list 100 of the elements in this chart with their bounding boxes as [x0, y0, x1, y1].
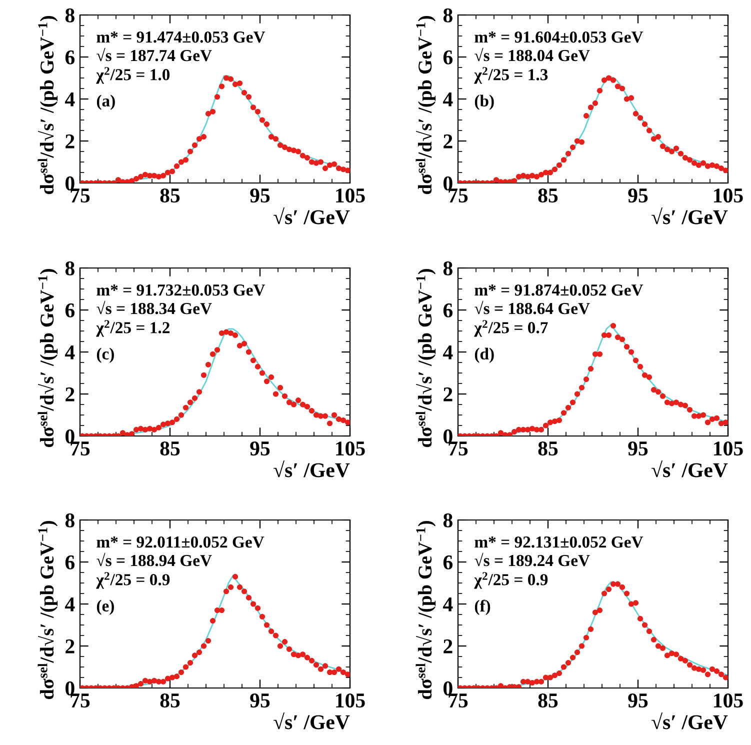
point	[606, 75, 612, 81]
point	[686, 157, 693, 163]
point	[295, 398, 302, 404]
point	[182, 157, 189, 163]
point	[133, 426, 140, 432]
point	[601, 590, 608, 596]
point	[200, 643, 207, 649]
point	[614, 84, 621, 90]
point	[628, 601, 634, 607]
point	[709, 416, 716, 422]
point	[228, 330, 234, 336]
point	[138, 426, 144, 432]
y-axis-title: dσ$^{sel}$/d√s′ /(pb GeV$^{−1}$)	[416, 269, 436, 448]
point	[241, 340, 248, 346]
point	[498, 430, 504, 436]
point	[115, 177, 122, 183]
point	[628, 95, 634, 101]
point	[295, 148, 302, 154]
point	[214, 347, 220, 353]
point	[624, 96, 630, 102]
point	[308, 408, 315, 414]
point	[556, 162, 562, 168]
point	[511, 178, 518, 183]
annotation: √s = 188.64 GeV	[474, 300, 590, 314]
point	[709, 666, 716, 672]
x-tick-label: 95	[628, 694, 648, 708]
point	[520, 172, 526, 178]
annotation: √s = 188.94 GeV	[96, 552, 212, 566]
x-tick-label: 75	[70, 694, 90, 708]
point	[331, 412, 338, 418]
point	[498, 683, 504, 688]
point	[592, 610, 598, 616]
y-tick-label: 4	[65, 346, 75, 360]
x-tick-label: 95	[250, 442, 270, 456]
point	[632, 358, 639, 364]
point	[156, 174, 162, 180]
point	[691, 160, 698, 166]
point	[236, 584, 243, 590]
point	[223, 75, 230, 81]
point	[524, 174, 531, 180]
point	[169, 674, 176, 680]
point	[300, 652, 306, 658]
point	[704, 672, 711, 678]
x-tick-label: 105	[336, 188, 365, 203]
point	[178, 412, 184, 418]
point	[578, 643, 585, 649]
point	[223, 588, 230, 594]
point	[277, 643, 284, 649]
point	[642, 622, 648, 628]
y-tick-label: 2	[444, 639, 452, 654]
point	[624, 590, 630, 596]
point	[529, 172, 536, 178]
point	[178, 159, 184, 165]
point	[578, 139, 585, 145]
point	[529, 426, 536, 432]
point	[560, 410, 567, 416]
point	[286, 400, 292, 406]
point	[578, 384, 585, 390]
x-axis-title: √s′ /GeV	[274, 712, 350, 730]
y-axis-title: dσ$^{sel}$/d√s′ /(pb GeV$^{−1}$)	[38, 16, 58, 194]
point	[187, 148, 194, 154]
point	[637, 364, 644, 370]
point	[664, 146, 670, 152]
x-tick-label: 85	[160, 693, 180, 708]
point	[133, 176, 140, 182]
point	[718, 672, 724, 678]
point	[596, 88, 603, 94]
point	[205, 638, 212, 644]
point	[610, 322, 616, 329]
point	[282, 639, 288, 645]
point	[169, 420, 176, 426]
point	[336, 416, 342, 422]
point	[646, 374, 652, 380]
point	[236, 342, 243, 348]
point	[704, 163, 711, 169]
x-tick-label: 95	[250, 188, 270, 203]
point	[646, 628, 652, 634]
point	[200, 372, 207, 378]
point	[552, 418, 558, 424]
point	[304, 155, 310, 161]
annotation: χ$^{2}$/25 = 0.9	[474, 572, 548, 589]
point	[214, 94, 220, 100]
y-tick-label: 6	[65, 555, 75, 570]
point	[264, 622, 270, 628]
annotation: (b)	[474, 94, 494, 110]
point	[660, 645, 666, 651]
x-tick-label: 95	[628, 188, 648, 203]
point	[268, 134, 274, 140]
point	[592, 100, 598, 106]
point	[169, 168, 176, 174]
x-tick-label: 85	[538, 693, 558, 708]
point	[174, 163, 180, 169]
point	[277, 142, 284, 148]
point	[664, 400, 670, 406]
annotation: m* = 91.604±0.053 GeV	[474, 31, 644, 43]
x-axis-title: √s′ /GeV	[274, 460, 350, 478]
point	[714, 668, 720, 674]
point	[650, 136, 657, 142]
point	[218, 330, 225, 336]
point	[714, 415, 720, 421]
